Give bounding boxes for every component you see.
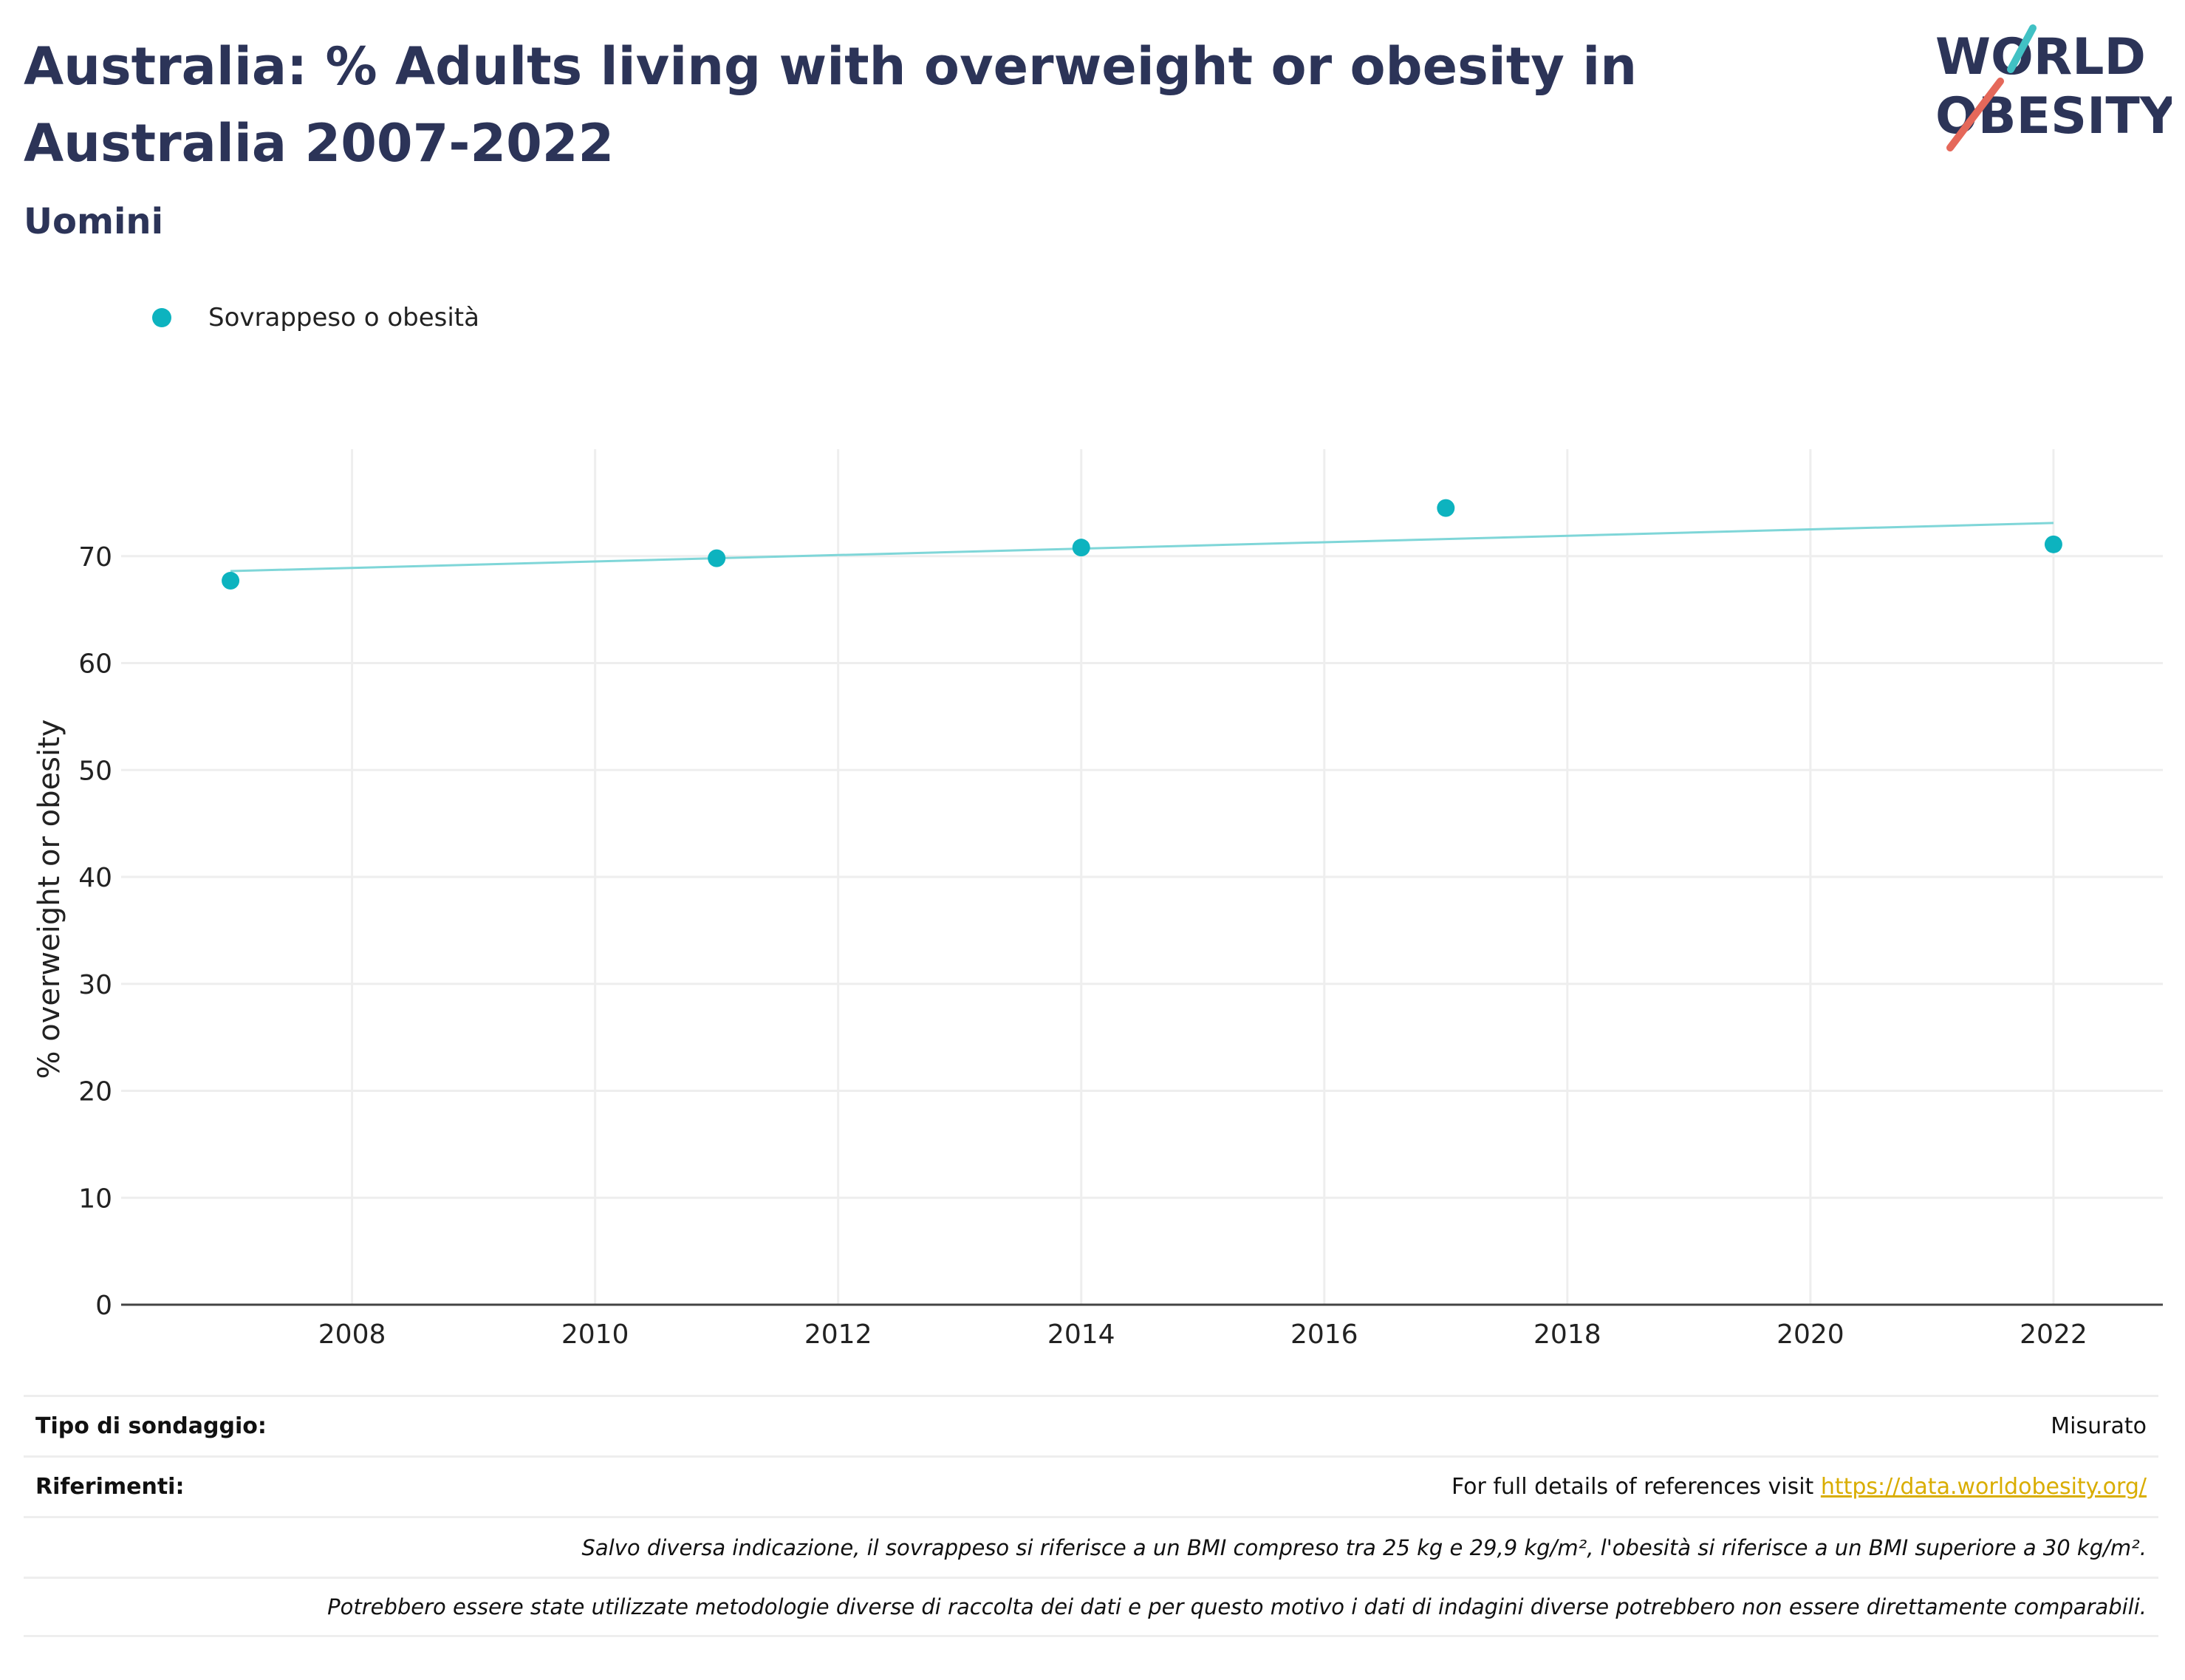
survey-type-value: Misurato [2051,1413,2147,1439]
data-point [2044,535,2062,553]
world-obesity-logo: WORLD OBESITY [1935,24,2172,151]
trendline [230,522,2054,573]
y-tick-label: 60 [78,649,112,680]
y-tick-label: 30 [78,970,112,1000]
references-label: Riferimenti: [35,1474,185,1500]
references-link[interactable]: https://data.worldobesity.org/ [1820,1474,2147,1500]
data-point [1072,539,1090,557]
data-point [708,549,726,567]
methods-note: Potrebbero essere state utilizzate metod… [327,1594,2147,1619]
logo-slash-teal [2007,24,2037,73]
x-tick-label: 2020 [1777,1319,1844,1350]
info-table: Tipo di sondaggio: Misurato Riferimenti:… [24,1395,2158,1637]
y-tick-label: 70 [78,542,112,573]
references-value: For full details of references visit htt… [1451,1474,2147,1500]
x-tick-label: 2012 [804,1319,872,1350]
y-tick-label: 10 [78,1184,112,1214]
chart-plot: 2008 2010 2012 2014 2016 2018 2020 2022 0 10 20 30 4… [33,449,2163,1350]
logo-line1: WORLD [1935,28,2146,86]
info-row-note-methods: Potrebbero essere state utilizzate metod… [24,1577,2158,1637]
y-axis-title: % overweight or obesity [33,720,66,1079]
y-tick-label: 0 [95,1291,112,1321]
survey-type-label: Tipo di sondaggio: [35,1413,267,1439]
legend-marker [152,308,171,327]
legend-label: Sovrappeso o obesità [208,303,479,332]
info-row-survey: Tipo di sondaggio: Misurato [24,1395,2158,1455]
y-tick-label: 20 [78,1077,112,1107]
x-tick-label: 2022 [2020,1319,2087,1350]
info-row-note-bmi: Salvo diversa indicazione, il sovrappeso… [24,1516,2158,1577]
y-tick-label: 50 [78,756,112,786]
info-row-references: Riferimenti: For full details of referen… [24,1455,2158,1516]
references-text: For full details of references visit [1451,1474,1814,1500]
bmi-note: Salvo diversa indicazione, il sovrappeso… [581,1534,2147,1560]
y-tick-label: 40 [78,863,112,893]
logo-slash-red [1946,78,2004,151]
data-point [222,572,240,590]
x-tick-label: 2018 [1533,1319,1601,1350]
x-tick-label: 2010 [561,1319,629,1350]
x-tick-label: 2016 [1290,1319,1358,1350]
chart-subtitle: Uomini [24,201,164,242]
chart-title: Australia: % Adults living with overweig… [24,36,1638,174]
chart-legend[interactable]: Sovrappeso o obesità [152,296,479,340]
data-point [1437,499,1455,517]
x-tick-label: 2008 [318,1319,386,1350]
x-tick-label: 2014 [1047,1319,1115,1350]
